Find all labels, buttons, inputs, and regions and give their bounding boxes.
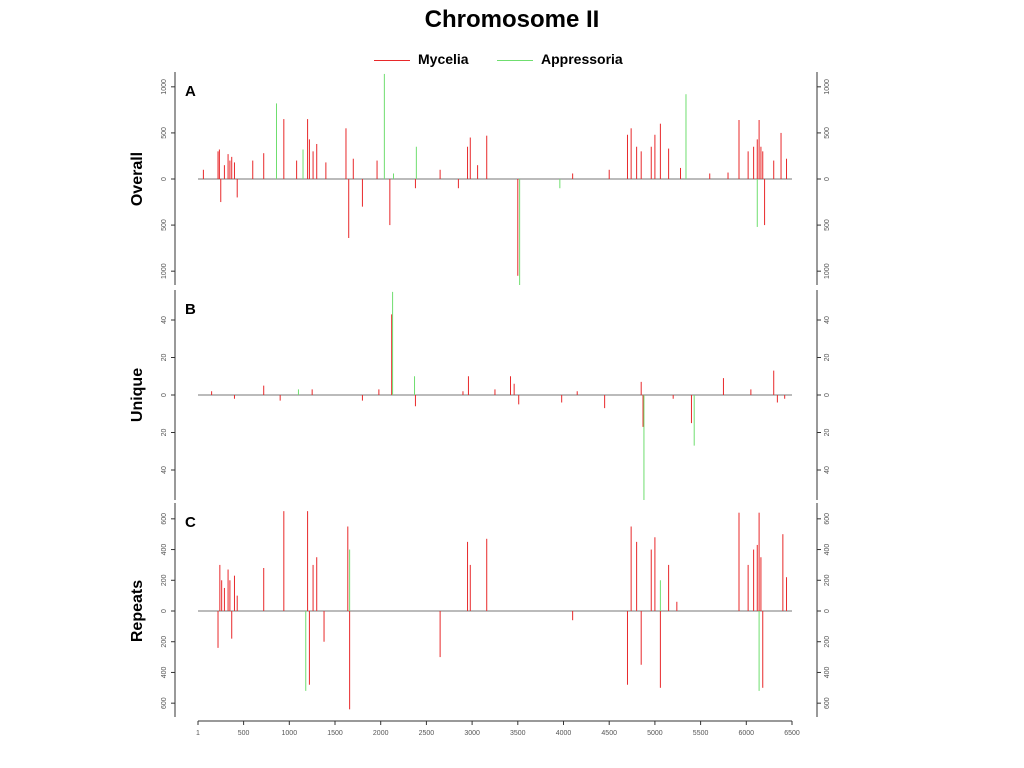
- x-tick-label: 1500: [327, 730, 343, 737]
- x-tick-label: 3000: [464, 730, 480, 737]
- y-tick-label: 200: [161, 636, 168, 648]
- y-tick-label: 200: [161, 574, 168, 586]
- x-tick-label: 2000: [373, 730, 389, 737]
- y-tick-label-right: 600: [824, 513, 831, 525]
- y-tick-label: 1000: [161, 79, 168, 95]
- y-tick-label-right: 0: [824, 177, 831, 181]
- y-tick-label-right: 200: [824, 636, 831, 648]
- y-tick-label: 40: [161, 466, 168, 474]
- x-tick-label: 4000: [556, 730, 572, 737]
- y-tick-label-right: 400: [824, 667, 831, 679]
- y-tick-label: 0: [161, 393, 168, 397]
- panel-letter-b: B: [185, 301, 196, 318]
- y-tick-label-right: 40: [824, 466, 831, 474]
- y-tick-label-right: 500: [824, 127, 831, 139]
- legend-label-appressoria: Appressoria: [541, 51, 623, 67]
- x-tick-label: 2500: [419, 730, 435, 737]
- panel-letter-c: C: [185, 514, 196, 531]
- y-tick-label-right: 600: [824, 697, 831, 709]
- y-tick-label-right: 40: [824, 316, 831, 324]
- y-tick-label-right: 200: [824, 574, 831, 586]
- legend: Mycelia Appressoria: [360, 50, 660, 70]
- y-tick-label: 0: [161, 609, 168, 613]
- x-tick-label: 6000: [739, 730, 755, 737]
- legend-swatch-mycelia: [374, 60, 410, 61]
- y-tick-label-right: 1000: [824, 79, 831, 95]
- y-axis-label-repeats: Repeats: [129, 580, 146, 642]
- x-tick-label: 6500: [784, 730, 800, 737]
- y-tick-label-right: 0: [824, 393, 831, 397]
- y-tick-label: 400: [161, 544, 168, 556]
- y-tick-label-right: 500: [824, 219, 831, 231]
- x-tick-label: 3500: [510, 730, 526, 737]
- y-tick-label-right: 0: [824, 609, 831, 613]
- y-axis-label-overall: Overall: [129, 152, 146, 206]
- x-tick-label: 5000: [647, 730, 663, 737]
- x-tick-label: 4500: [601, 730, 617, 737]
- x-tick-label: 500: [238, 730, 250, 737]
- y-tick-label: 0: [161, 177, 168, 181]
- y-tick-label-right: 400: [824, 544, 831, 556]
- y-tick-label: 1000: [161, 263, 168, 279]
- legend-label-mycelia: Mycelia: [418, 51, 469, 67]
- x-tick-label: 1: [196, 730, 200, 737]
- x-tick-label: 5500: [693, 730, 709, 737]
- y-tick-label-right: 1000: [824, 263, 831, 279]
- y-tick-label-right: 20: [824, 354, 831, 362]
- x-tick-label: 1000: [282, 730, 298, 737]
- y-tick-label-right: 20: [824, 429, 831, 437]
- y-axis-label-unique: Unique: [129, 368, 146, 422]
- y-tick-label: 600: [161, 513, 168, 525]
- chart-title: Chromosome II: [424, 6, 600, 33]
- y-tick-label: 400: [161, 667, 168, 679]
- y-tick-label: 20: [161, 354, 168, 362]
- y-tick-label: 40: [161, 316, 168, 324]
- y-tick-label: 600: [161, 697, 168, 709]
- y-tick-label: 500: [161, 127, 168, 139]
- panel-letter-a: A: [185, 83, 196, 100]
- y-tick-label: 20: [161, 429, 168, 437]
- legend-swatch-appressoria: [497, 60, 533, 61]
- y-tick-label: 500: [161, 219, 168, 231]
